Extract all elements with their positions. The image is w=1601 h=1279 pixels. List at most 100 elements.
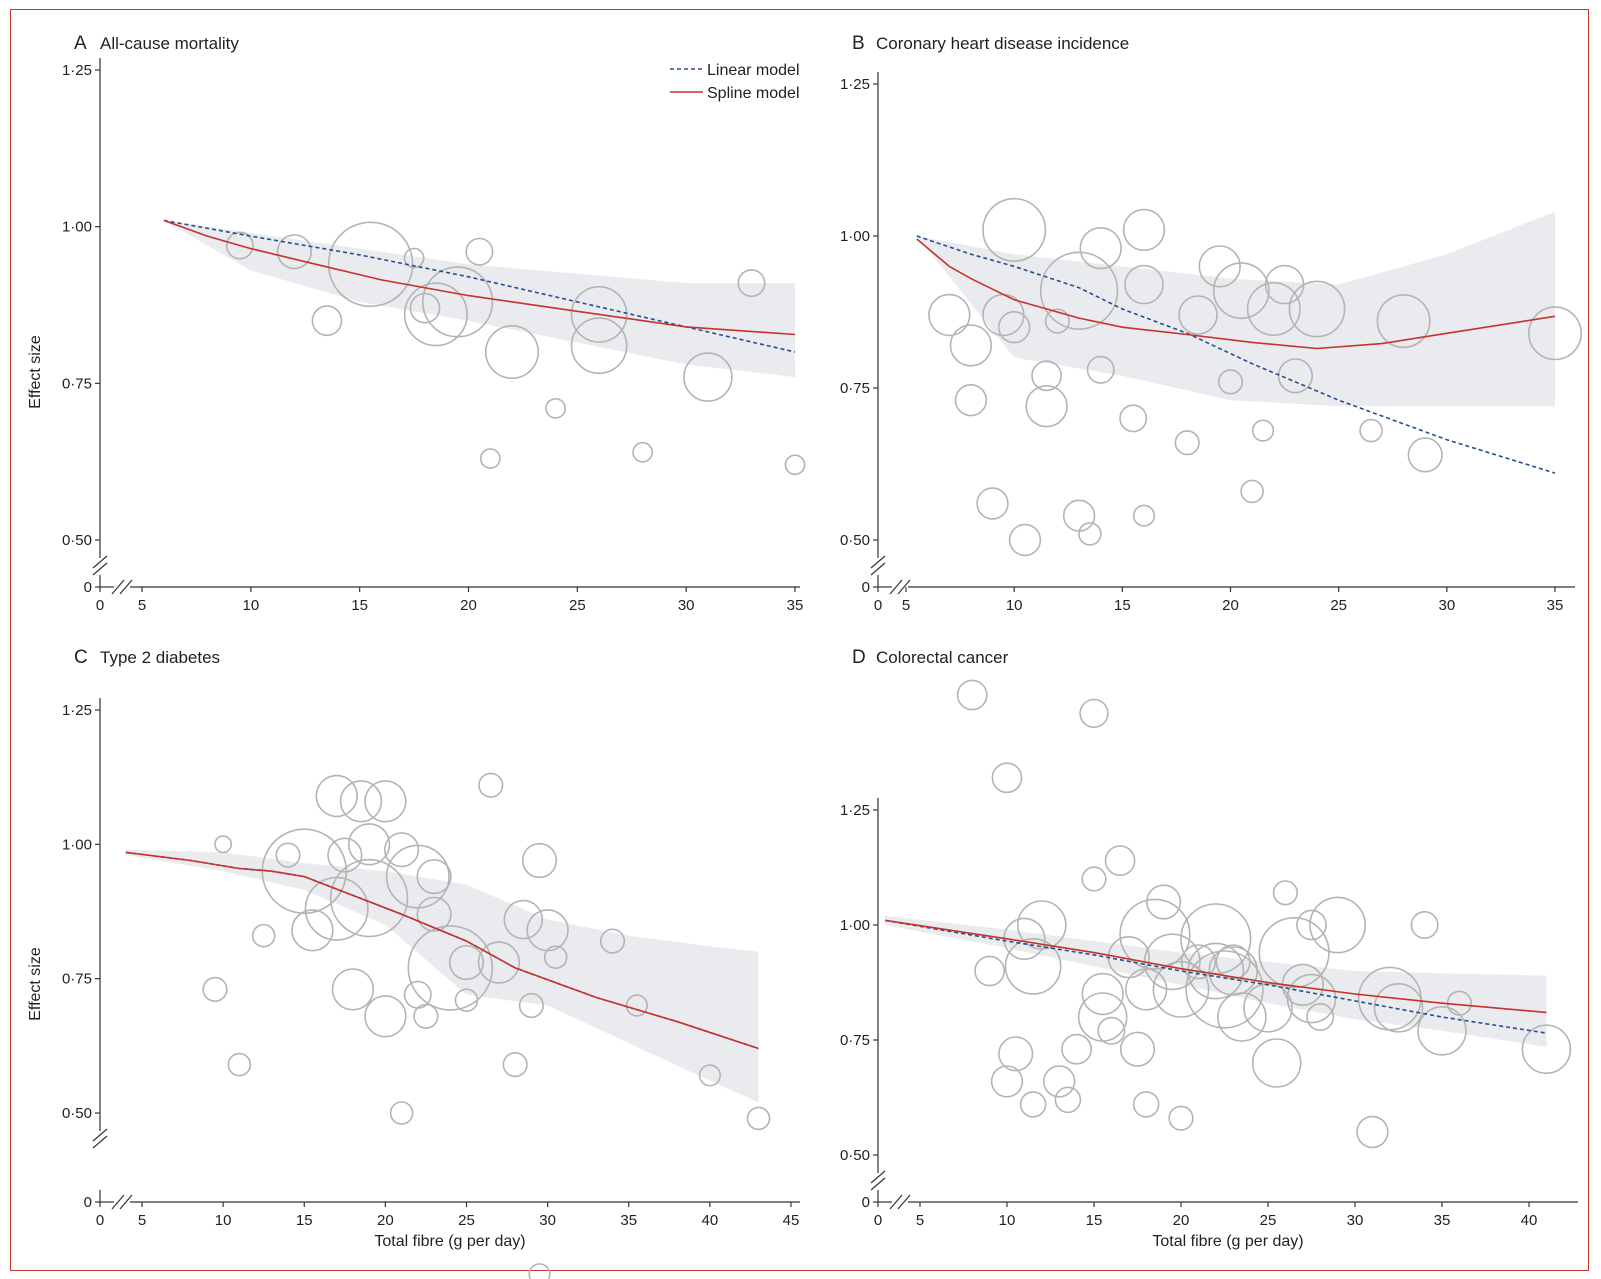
- confidence-band: [885, 915, 1547, 1047]
- panel-title: All-cause mortality: [100, 34, 239, 53]
- study-point-33: [1376, 294, 1431, 349]
- study-point-8: [1008, 523, 1042, 557]
- figure-frame: [10, 9, 1589, 1271]
- study-point-3: [1079, 698, 1109, 729]
- study-point-40: [1286, 973, 1337, 1024]
- study-point-7: [974, 955, 1006, 987]
- panel-title: Coronary heart disease incidence: [876, 34, 1129, 53]
- y-tick-label: 0: [862, 1194, 870, 1211]
- study-point-22: [416, 858, 452, 895]
- study-point-17: [1097, 1016, 1126, 1045]
- panel-title: Type 2 diabetes: [100, 648, 220, 667]
- y-tick-label: 1·00: [840, 917, 870, 934]
- study-point-20: [1132, 504, 1156, 527]
- confidence-band: [163, 220, 796, 378]
- study-point-7: [403, 282, 468, 347]
- spline-model-line: [125, 851, 759, 1050]
- study-point-1: [956, 679, 988, 711]
- study-point-8: [315, 774, 358, 818]
- x-tick-label: 45: [783, 1212, 800, 1229]
- x-tick-label: 0: [874, 597, 882, 614]
- study-point-16: [1079, 227, 1122, 270]
- study-point-17: [737, 269, 766, 298]
- x-tick-label: 25: [1330, 597, 1347, 614]
- panel-letter: A: [74, 33, 87, 54]
- y-axis-break-mark: [870, 555, 886, 569]
- study-point-10: [327, 837, 363, 873]
- study-point-34: [1407, 437, 1443, 473]
- spline-model-line: [163, 219, 796, 336]
- study-point-23: [1198, 245, 1241, 288]
- x-axis-break-mark: [897, 579, 911, 595]
- study-point-12: [545, 397, 567, 419]
- study-point-2: [276, 234, 313, 270]
- study-point-28: [477, 941, 521, 984]
- study-point-5: [1004, 938, 1062, 995]
- study-point-17: [389, 1101, 414, 1125]
- study-point-29: [1187, 942, 1245, 1000]
- y-tick-label: 0·75: [62, 971, 92, 988]
- x-axis-break-mark: [111, 1194, 125, 1210]
- study-point-44: [1356, 1115, 1389, 1149]
- y-tick-label: 1·00: [62, 836, 92, 853]
- y-axis-break-mark: [92, 1135, 108, 1149]
- study-point-43: [1309, 896, 1367, 954]
- panel-c: 0·50 0·75 1·00 1·25 00 5 10 15 20 25 30 35 40 45 C Type…: [27, 647, 800, 1279]
- study-point-47: [1410, 910, 1439, 939]
- y-axis-title: Effect size: [27, 335, 44, 409]
- x-axis-break-mark: [111, 579, 125, 595]
- study-point-16: [1081, 972, 1124, 1016]
- study-point-10: [1019, 1091, 1047, 1118]
- x-axis-break-mark: [889, 1194, 903, 1210]
- study-point-31: [518, 992, 545, 1019]
- y-tick-label: 1·25: [840, 802, 870, 819]
- panel-b: 0·50 0·75 1·00 1·25 00 5 10 15 20 25 30 35 B Coronary…: [840, 33, 1583, 614]
- study-point-7: [291, 909, 334, 952]
- study-point-16: [364, 995, 407, 1038]
- axes: 0·50 0·75 1·00 1·25 00 5 10 15 20 25 30 35: [840, 72, 1575, 614]
- study-point-14: [1081, 866, 1107, 892]
- study-point-2: [991, 762, 1023, 794]
- study-point-6: [1017, 900, 1067, 950]
- study-point-26: [448, 944, 485, 981]
- x-tick-label: 30: [539, 1212, 556, 1229]
- study-point-9: [465, 237, 494, 266]
- x-tick-label: 10: [1006, 597, 1023, 614]
- spline-model-line: [916, 238, 1556, 350]
- x-tick-label: 30: [1438, 597, 1455, 614]
- study-point-37: [1272, 880, 1298, 906]
- linear-model-line: [916, 235, 1556, 474]
- study-point-3: [227, 1052, 252, 1077]
- axes: 0·50 0·75 1·00 1·25 00 5 10 15 20 25 30 35 40: [840, 798, 1578, 1229]
- x-tick-label: 15: [1086, 1212, 1103, 1229]
- panel-a: 0·50 0·75 1·00 1·25 00 5 10 15 20 25 30 35 A All-caus…: [27, 33, 806, 614]
- study-point-28: [1180, 944, 1216, 980]
- x-tick-label: 40: [1521, 1212, 1538, 1229]
- study-point-15: [1077, 992, 1128, 1042]
- study-point-34: [1217, 992, 1267, 1042]
- study-point-2: [954, 384, 988, 417]
- study-point-38: [1258, 916, 1330, 989]
- study-point-9: [990, 1065, 1024, 1098]
- confidence-band: [916, 211, 1555, 407]
- x-tick-label: 10: [999, 1212, 1016, 1229]
- study-point-35: [1528, 306, 1583, 361]
- y-tick-label: 0·50: [62, 532, 92, 549]
- y-tick-label: 1·00: [840, 228, 870, 245]
- x-tick-label: 30: [678, 597, 695, 614]
- x-tick-label: 40: [702, 1212, 719, 1229]
- x-tick-label: 20: [1222, 597, 1239, 614]
- study-point-13: [1039, 251, 1119, 330]
- study-point-6: [409, 292, 441, 324]
- study-point-22: [1178, 295, 1218, 335]
- study-point-15: [364, 780, 407, 823]
- x-tick-label: 35: [787, 597, 804, 614]
- x-tick-label: 10: [215, 1212, 232, 1229]
- y-axis-break-mark: [92, 1128, 108, 1142]
- study-point-25: [1212, 262, 1270, 320]
- study-point-24: [1145, 884, 1182, 920]
- axes: 0·50 0·75 1·00 1·25 00 5 10 15 20 25 30 35 40 45: [62, 698, 800, 1229]
- y-tick-label: 0: [862, 579, 870, 596]
- study-point-3: [311, 305, 343, 337]
